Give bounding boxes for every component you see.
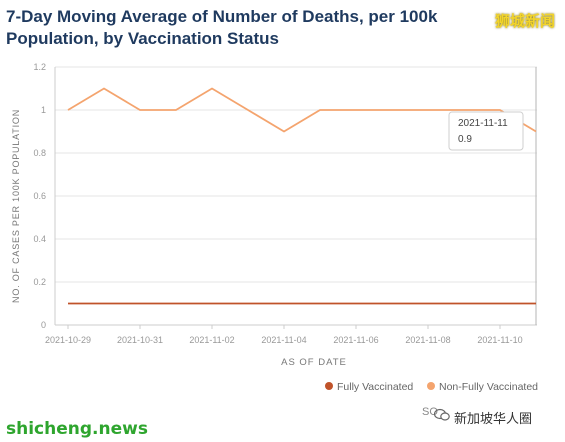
x-tick-label: 2021-11-08 xyxy=(405,335,450,345)
y-tick-label: 0.8 xyxy=(33,148,46,158)
x-tick-label: 2021-10-31 xyxy=(117,335,163,345)
y-tick-label: 0 xyxy=(41,320,46,330)
watermark-top: 狮城新闻 xyxy=(494,12,555,30)
y-tick-label: 0.6 xyxy=(33,191,46,201)
legend-label-non-fully-vaccinated: Non-Fully Vaccinated xyxy=(439,381,538,393)
y-tick-label: 0.4 xyxy=(33,234,46,244)
y-tick-label: 1 xyxy=(41,105,46,115)
watermark-cn: 新加坡华人圈 xyxy=(452,408,535,427)
chart-title: 7-Day Moving Average of Number of Deaths… xyxy=(6,7,438,48)
series-line-non-fully-vaccinated[interactable] xyxy=(67,87,537,133)
tooltip-box xyxy=(448,111,524,151)
x-axis-title: AS OF DATE xyxy=(281,357,347,368)
x-tick-label: 2021-11-02 xyxy=(189,335,234,345)
y-axis-title: NO. OF CASES PER 100K POPULATION xyxy=(11,109,21,303)
watermark-bottom: shicheng.news xyxy=(6,419,148,439)
y-tick-label: 0.2 xyxy=(33,277,46,287)
x-tick-label: 2021-10-29 xyxy=(45,335,91,345)
chat-bubble-icon xyxy=(434,408,450,421)
legend-marker-fully-vaccinated xyxy=(325,382,333,390)
y-tick-label: 1.2 xyxy=(33,62,46,72)
x-tick-label: 2021-11-06 xyxy=(333,335,378,345)
source-fragment: SO xyxy=(422,406,438,418)
x-tick-label: 2021-11-04 xyxy=(261,335,306,345)
tooltip-value: 0.9 xyxy=(458,134,472,145)
legend-label-fully-vaccinated: Fully Vaccinated xyxy=(337,381,413,393)
legend-marker-non-fully-vaccinated xyxy=(427,382,435,390)
x-tick-label: 2021-11-10 xyxy=(477,335,522,345)
tooltip-date: 2021-11-11 xyxy=(458,118,508,129)
